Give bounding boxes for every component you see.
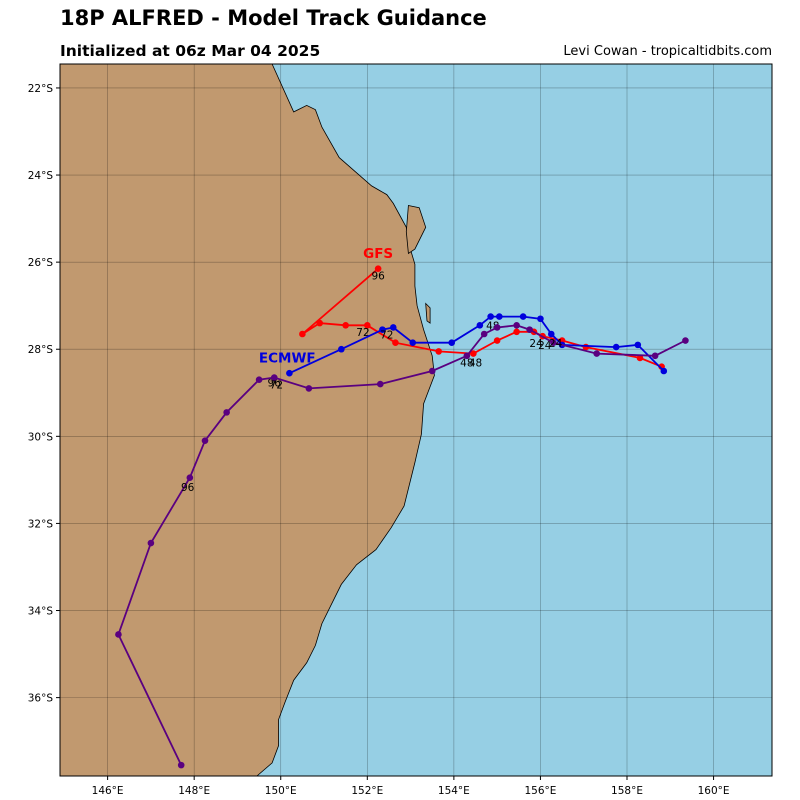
track-point-gfs [392, 339, 399, 347]
track-point-member-2 [223, 409, 230, 416]
track-point-member-2 [177, 761, 185, 769]
x-tick-label: 160°E [698, 785, 730, 797]
y-tick-label: 28°S [28, 344, 54, 356]
forecast-hour-label: 96 [181, 482, 195, 494]
forecast-hour-label: 24 [538, 340, 552, 352]
y-tick-label: 36°S [28, 693, 54, 705]
x-tick-label: 156°E [524, 785, 556, 797]
map-frame [59, 63, 773, 777]
forecast-hour-label: 96 [268, 377, 282, 389]
track-point-ecmwf [487, 313, 494, 320]
fraser-island [405, 205, 427, 255]
track-point-ecmwf [496, 313, 503, 320]
y-tick-label: 24°S [28, 170, 54, 182]
forecast-hour-label: 96 [371, 271, 385, 283]
track-point-gfs [493, 337, 501, 344]
track-point-member-2 [305, 385, 313, 392]
model-label-gfs: GFS [363, 246, 393, 262]
track-line-ecmwf [289, 315, 665, 375]
track-point-member-2 [270, 374, 278, 381]
track-point-member-2 [186, 474, 194, 482]
page-title: 18P ALFRED - Model Track Guidance [60, 6, 487, 30]
track-point-ecmwf [660, 367, 668, 375]
track-point-member-2 [493, 324, 501, 331]
forecast-hour-label: 48 [460, 358, 473, 370]
track-point-ecmwf [476, 321, 484, 329]
x-tick-label: 158°E [611, 785, 643, 797]
credit-text: Levi Cowan - tropicaltidbits.com [563, 44, 772, 59]
init-time-subtitle: Initialized at 06z Mar 04 2025 [60, 42, 321, 60]
track-point-ecmwf [286, 369, 293, 377]
track-point-member-2 [682, 337, 689, 344]
track-point-gfs [513, 328, 520, 336]
track-point-member-2 [147, 539, 155, 547]
model-label-ecmwf: ECMWF [259, 350, 316, 366]
track-point-ecmwf [409, 339, 417, 347]
track-point-ecmwf [634, 341, 642, 349]
track-point-member-2 [201, 437, 209, 444]
track-point-ecmwf [612, 343, 620, 351]
track-point-ecmwf [379, 326, 386, 333]
y-tick-label: 32°S [28, 518, 54, 530]
y-tick-label: 22°S [28, 83, 54, 95]
track-point-member-2 [550, 339, 557, 347]
track-point-member-2 [513, 321, 520, 329]
track-point-ecmwf [547, 330, 555, 338]
x-tick-label: 146°E [92, 785, 124, 797]
track-point-member-2 [376, 380, 384, 388]
track-point-gfs [316, 319, 323, 327]
track-point-member-2 [480, 330, 488, 338]
forecast-hour-label: 24 [549, 338, 563, 350]
track-point-member-2 [428, 367, 436, 375]
track-point-ecmwf [537, 315, 544, 323]
forecast-hour-label: 72 [270, 379, 283, 391]
track-line-gfs [301, 268, 662, 368]
track-point-member-2 [255, 376, 263, 384]
track-point-member-2 [115, 631, 122, 638]
x-tick-label: 148°E [178, 785, 210, 797]
forecast-hour-label: 72 [356, 327, 369, 339]
track-point-gfs [435, 348, 443, 355]
track-point-member-2 [651, 352, 659, 360]
x-tick-label: 150°E [265, 785, 297, 797]
track-point-member-2 [593, 350, 601, 357]
moreton-island [425, 302, 431, 324]
track-point-member-2 [526, 326, 533, 333]
track-point-ecmwf [389, 324, 397, 331]
forecast-hour-label: 48 [469, 358, 482, 370]
y-tick-label: 30°S [28, 431, 54, 443]
forecast-hour-label: 24 [529, 338, 543, 350]
track-point-ecmwf [448, 339, 456, 347]
track-point-gfs [364, 321, 371, 329]
y-tick-label: 26°S [28, 257, 54, 269]
track-line-member-2 [117, 324, 686, 766]
track-point-gfs [636, 354, 644, 362]
x-tick-label: 154°E [438, 785, 470, 797]
track-point-gfs [374, 265, 382, 272]
track-point-member-2 [463, 352, 471, 360]
track-point-ecmwf [338, 345, 345, 353]
australia-land [60, 64, 435, 776]
track-point-ecmwf [519, 313, 527, 320]
track-point-gfs [470, 350, 477, 357]
track-point-gfs [299, 330, 306, 338]
x-tick-label: 152°E [351, 785, 383, 797]
track-point-gfs [342, 321, 349, 329]
y-tick-label: 34°S [28, 606, 54, 618]
forecast-hour-label: 72 [380, 329, 393, 341]
